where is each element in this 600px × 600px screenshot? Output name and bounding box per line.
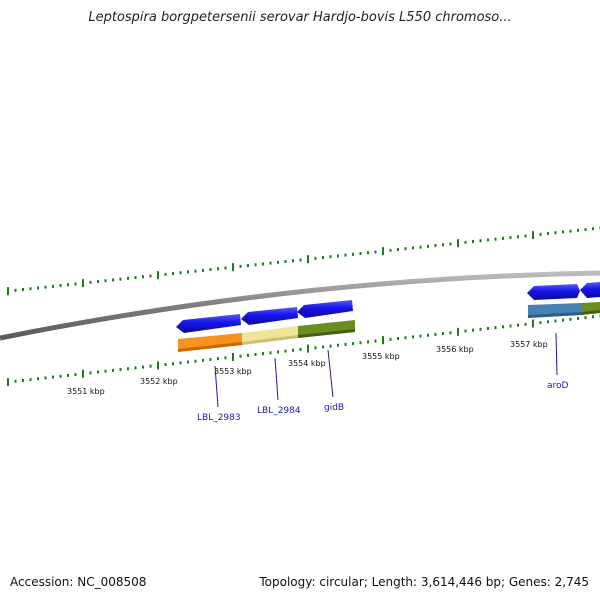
gene-arrow-lbl2984[interactable] <box>241 307 298 325</box>
scale-tick-label: 3552 kbp <box>140 377 178 386</box>
scale-tick-label: 3553 kbp <box>214 367 252 376</box>
gene-category-boxes <box>178 302 600 352</box>
scale-tick-label: 3556 kbp <box>436 345 474 354</box>
gene-label-arod[interactable]: aroD <box>547 381 569 391</box>
scale-tick-label: 3551 kbp <box>67 387 105 396</box>
scale-tick-label: 3555 kbp <box>362 352 400 361</box>
genome-info-label: Topology: circular; Length: 3,614,446 bp… <box>259 575 589 589</box>
leader-line-lbl2984 <box>274 357 279 401</box>
gene-arrow-gidb[interactable] <box>297 300 353 318</box>
gene-label-lbl2984[interactable]: LBL_2984 <box>257 406 301 416</box>
leader-line-lbl2983 <box>214 365 219 408</box>
map-title: Leptospira borgpetersenii serovar Hardjo… <box>88 10 512 25</box>
genome-backbone <box>0 270 600 341</box>
lower-scale-ticks <box>7 314 600 387</box>
gene-arrow-arod[interactable] <box>527 284 580 300</box>
scale-tick-labels: 3551 kbp 3552 kbp 3553 kbp 3554 kbp 3555 kbp… <box>67 340 548 396</box>
gene-arrow-lbl2983[interactable] <box>176 314 241 333</box>
gene-arrows <box>176 282 600 333</box>
gene-label-lbl2983[interactable]: LBL_2983 <box>197 413 241 423</box>
gene-arrow-next[interactable] <box>580 282 600 298</box>
scale-tick-label: 3554 kbp <box>288 359 326 368</box>
leader-line-gidb <box>327 349 334 398</box>
gene-label-lines <box>214 332 558 408</box>
scale-tick-label: 3557 kbp <box>510 340 548 349</box>
upper-scale-ticks <box>7 226 600 296</box>
accession-label: Accession: NC_008508 <box>10 575 147 589</box>
leader-line-arod <box>555 332 558 376</box>
gene-label-gidb[interactable]: gidB <box>324 403 344 413</box>
